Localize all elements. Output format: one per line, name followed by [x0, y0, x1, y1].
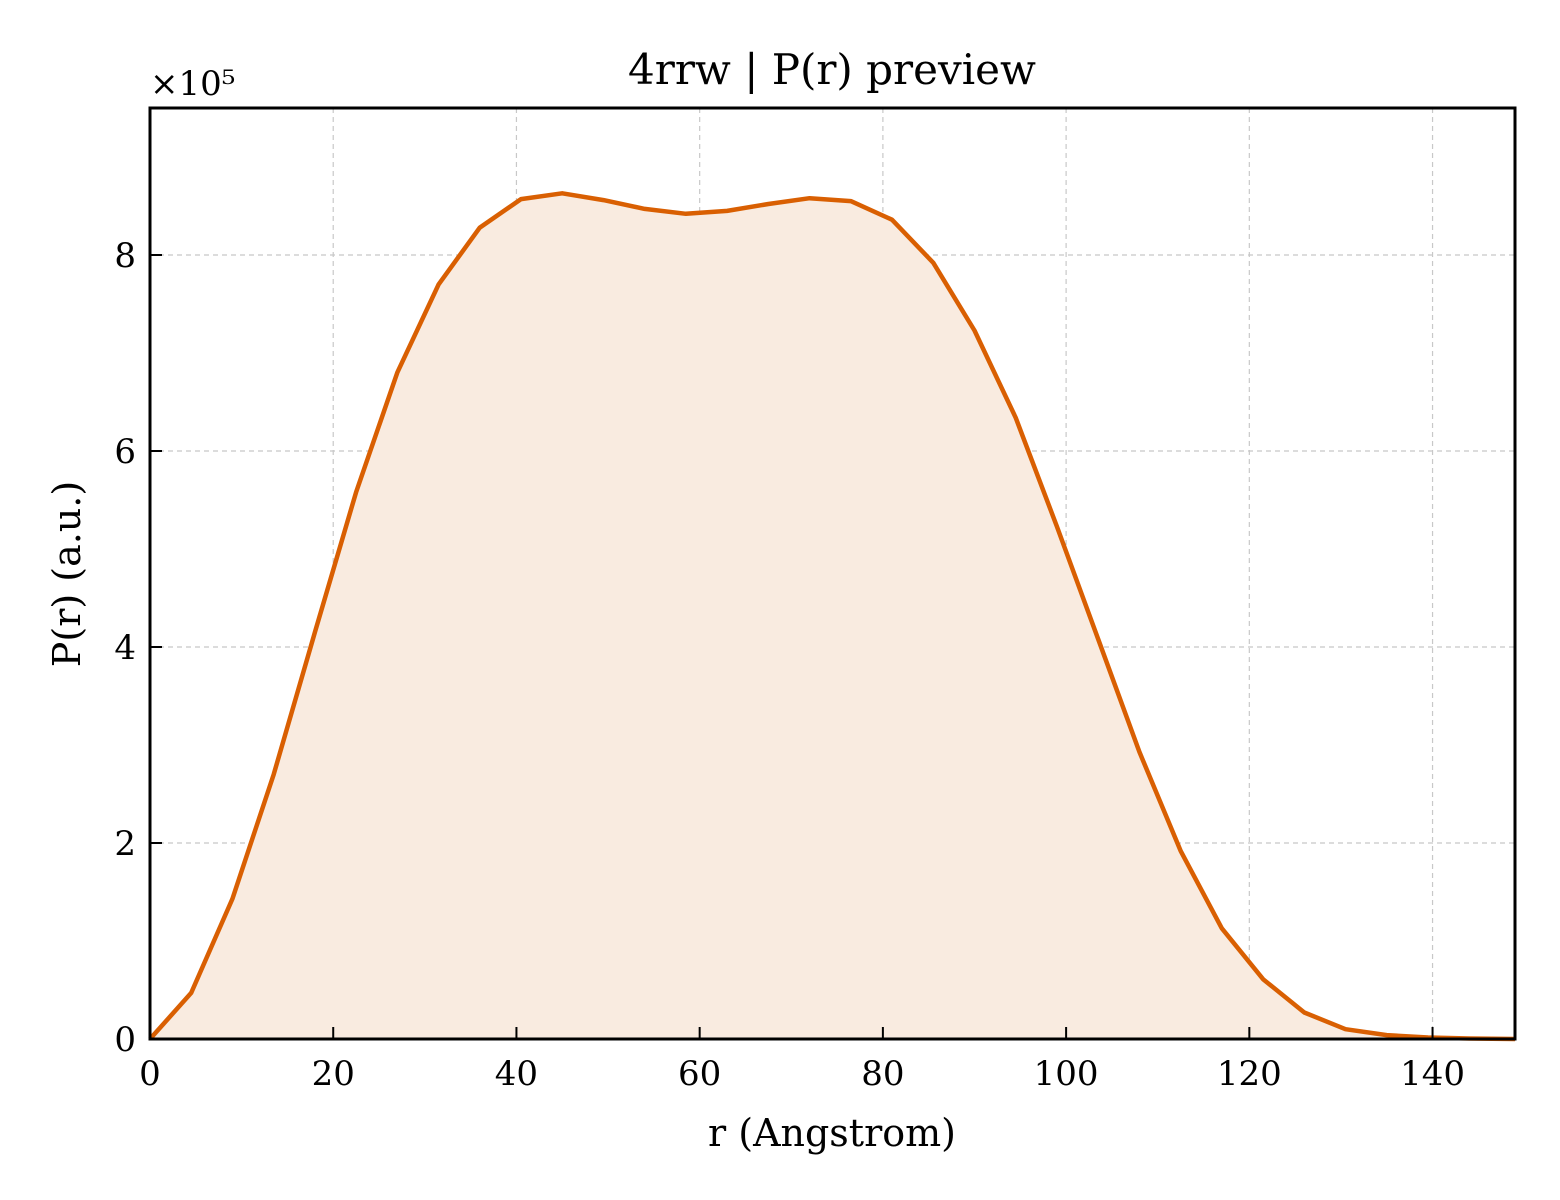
y-axis-label: P(r) (a.u.) [45, 481, 89, 667]
plot-frame [148, 106, 1517, 1041]
x-tick-label: 60 [678, 1054, 721, 1094]
y-tick-label: 2 [114, 824, 136, 864]
chart-title: 4rrw | P(r) preview [628, 45, 1036, 94]
y-axis-offset-label: ×10⁵ [150, 64, 235, 104]
y-tick-label: 0 [114, 1020, 136, 1060]
y-tick-label: 4 [114, 628, 136, 668]
axis-ticks: 0 20 40 60 80 100 120 140 0 2 4 6 8 [114, 236, 1465, 1094]
pr-series-line [148, 191, 1516, 1042]
x-tick-label: 140 [1400, 1054, 1465, 1094]
x-tick-label: 120 [1217, 1054, 1282, 1094]
x-tick-label: 20 [312, 1054, 355, 1094]
x-tick-label: 100 [1034, 1054, 1099, 1094]
y-tick-label: 6 [114, 432, 136, 472]
x-axis-label: r (Angstrom) [708, 1111, 956, 1155]
pr-area-fill [150, 193, 1515, 1040]
x-tick-label: 80 [861, 1054, 904, 1094]
x-tick-label: 0 [139, 1054, 161, 1094]
x-tick-label: 40 [495, 1054, 538, 1094]
y-tick-label: 8 [114, 236, 136, 276]
